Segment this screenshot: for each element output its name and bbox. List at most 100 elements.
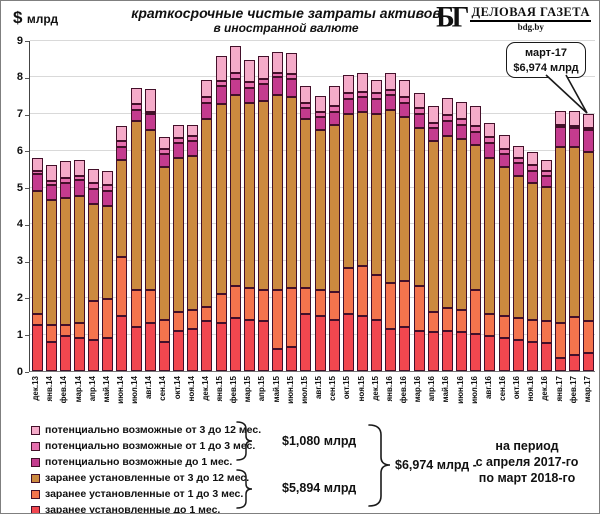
- bar-segment: [314, 111, 326, 118]
- y-tick-mark: [25, 41, 29, 42]
- bar-segment: [413, 286, 425, 331]
- legend-item: потенциально возможные до 1 мес.: [31, 454, 261, 470]
- bar-segment: [484, 143, 496, 158]
- bar-segment: [413, 113, 425, 129]
- y-tick-label: 4: [16, 218, 23, 231]
- period-line3: по март 2018-го: [478, 471, 576, 485]
- bar-segment: [59, 183, 71, 199]
- bar-segment: [215, 80, 227, 87]
- x-tick-label: июн.15: [285, 376, 295, 404]
- bar-апр.14: [88, 168, 100, 371]
- bar-segment: [512, 163, 524, 177]
- bar-май.14: [102, 170, 114, 371]
- bar-segment: [555, 125, 567, 128]
- bar-segment: [59, 177, 71, 184]
- bar-segment: [74, 323, 86, 338]
- legend-swatch-red: [31, 505, 40, 513]
- bar-segment: [74, 159, 86, 177]
- bar-segment: [357, 91, 369, 98]
- bar-segment: [243, 87, 255, 103]
- bar-segment: [130, 326, 142, 371]
- grid-line: [30, 296, 595, 298]
- grid-line: [30, 149, 595, 151]
- x-tick-label: мар.17: [582, 376, 592, 403]
- bar-segment: [526, 165, 538, 171]
- bar-апр.15: [257, 56, 269, 371]
- bar-segment: [328, 124, 340, 292]
- logo-monogram: БГ: [436, 1, 469, 34]
- bar-segment: [540, 187, 552, 322]
- grid-line: [30, 76, 595, 78]
- bar-segment: [484, 137, 496, 143]
- x-tick-label: июл.15: [299, 376, 309, 404]
- bar-segment: [257, 100, 269, 291]
- bar-segment: [371, 93, 383, 99]
- bar-segment: [158, 319, 170, 342]
- bar-segment: [215, 55, 227, 81]
- x-tick-label: дек.13: [31, 376, 41, 401]
- bar-segment: [215, 104, 227, 294]
- bar-segment: [569, 146, 581, 318]
- bar-segment: [201, 79, 213, 98]
- x-tick-label: окт.15: [342, 376, 352, 400]
- bar-segment: [427, 332, 439, 371]
- bar-segment: [456, 119, 468, 125]
- bar-segment: [399, 280, 411, 327]
- bar-segment: [173, 137, 185, 144]
- bar-segment: [88, 188, 100, 204]
- bar-segment: [130, 290, 142, 327]
- x-tick-label: мар.16: [413, 376, 423, 403]
- bar-окт.14: [173, 124, 185, 371]
- bar-segment: [74, 179, 86, 197]
- bar-segment: [130, 120, 142, 291]
- bar-segment: [512, 157, 524, 164]
- bar-segment: [102, 337, 114, 371]
- bar-segment: [569, 128, 581, 147]
- bar-segment: [399, 79, 411, 98]
- bar-segment: [74, 196, 86, 324]
- x-tick-label: ноя.16: [526, 376, 536, 402]
- bar-segment: [413, 93, 425, 109]
- x-tick-label: фев.14: [59, 376, 69, 404]
- bar-segment: [300, 102, 312, 109]
- bracket-grand-total: [368, 424, 391, 507]
- legend-swatch-magenta: [31, 457, 40, 467]
- bar-segment: [540, 159, 552, 171]
- grid-line: [30, 113, 595, 115]
- bar-segment: [526, 183, 538, 320]
- y-tick-mark: [25, 372, 29, 373]
- x-tick-label: янв.15: [215, 376, 225, 402]
- bar-segment: [314, 95, 326, 112]
- bar-segment: [201, 306, 213, 322]
- bar-segment: [399, 117, 411, 281]
- x-tick-label: янв.16: [384, 376, 394, 402]
- bar-мар.16: [413, 93, 425, 371]
- bar-segment: [102, 299, 114, 338]
- bar-segment: [31, 174, 43, 191]
- chart-title: краткосрочные чистые затраты активов в и…: [101, 5, 471, 35]
- bar-segment: [59, 336, 71, 371]
- bar-segment: [102, 205, 114, 300]
- bar-segment: [173, 157, 185, 313]
- bar-segment: [441, 98, 453, 116]
- bar-segment: [427, 122, 439, 129]
- bar-сен.15: [328, 85, 340, 371]
- bar-segment: [569, 111, 581, 127]
- bar-segment: [173, 312, 185, 331]
- bar-segment: [286, 52, 298, 74]
- bar-segment: [215, 323, 227, 371]
- legend-label: потенциально возможные от 3 до 12 мес.: [45, 424, 262, 436]
- bar-segment: [45, 325, 57, 342]
- bar-мар.14: [74, 159, 86, 371]
- bar-segment: [300, 119, 312, 289]
- bar-segment: [427, 128, 439, 142]
- bar-segment: [371, 113, 383, 276]
- bar-segment: [399, 326, 411, 371]
- bar-segment: [583, 352, 595, 371]
- bar-segment: [257, 56, 269, 79]
- bar-segment: [116, 126, 128, 142]
- bar-segment: [470, 144, 482, 291]
- bar-фев.15: [229, 45, 241, 371]
- x-tick-label: фев.16: [398, 376, 408, 404]
